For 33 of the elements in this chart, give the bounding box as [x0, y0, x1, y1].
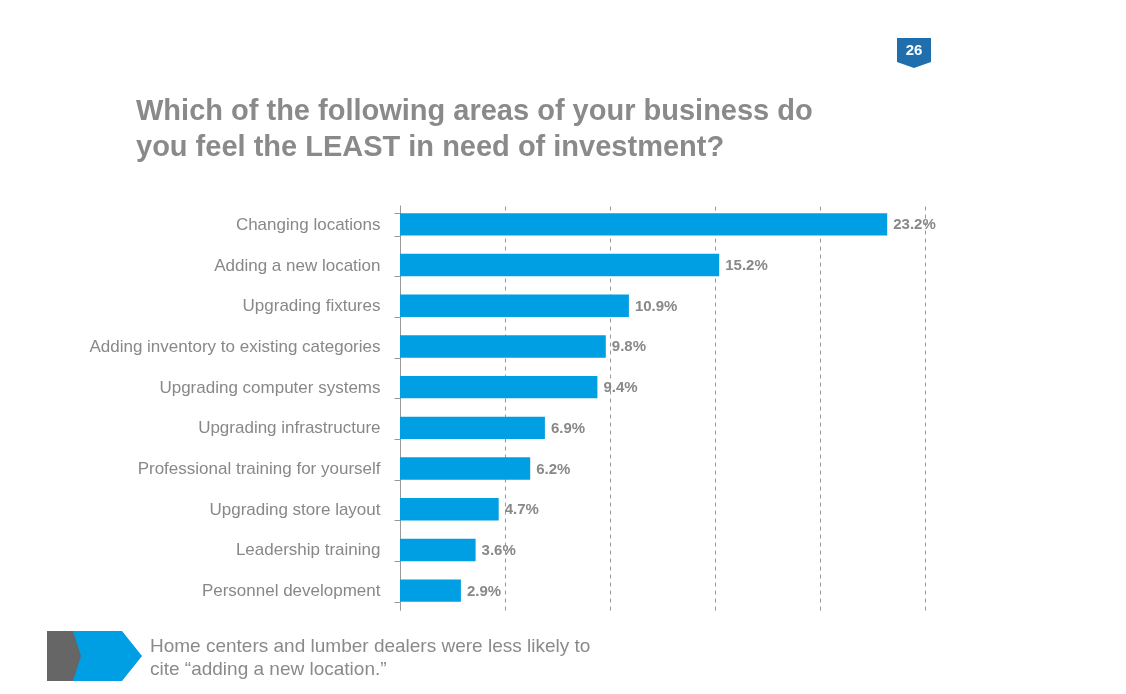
data-label: 23.2% — [893, 215, 936, 233]
data-label: 15.2% — [725, 256, 768, 274]
bar — [400, 335, 606, 358]
data-label: 2.9% — [466, 581, 502, 599]
data-label: 6.9% — [550, 418, 586, 436]
y-tick-label: Changing locations — [235, 214, 381, 234]
data-label: 9.4% — [603, 378, 638, 396]
data-label: 9.8% — [611, 337, 646, 355]
bar — [400, 498, 499, 521]
bar — [400, 538, 476, 562]
data-label: 6.2% — [536, 459, 571, 477]
y-tick-label: Upgrading computer systems — [159, 377, 381, 397]
bar — [400, 375, 598, 399]
text: 26 — [897, 38, 931, 68]
y-tick-label: Adding a new location — [214, 255, 381, 275]
bar — [400, 579, 461, 602]
y-tick-label: Leadership training — [235, 540, 381, 560]
bar — [400, 457, 531, 480]
bar — [400, 253, 720, 277]
text: Home centers and lumber dealers were less likely to cite “adding a new location.” — [150, 634, 592, 680]
bar — [400, 416, 545, 440]
chart-title: Which of the following areas of your business do you feel the LEAST in need of investment? — [136, 93, 814, 164]
y-tick-label: Upgrading fixtures — [242, 296, 381, 316]
bar — [400, 294, 629, 317]
data-label: 4.7% — [504, 500, 539, 518]
y-tick-label: Adding inventory to existing categories — [89, 336, 381, 356]
y-tick-label: Upgrading infrastructure — [198, 418, 381, 438]
data-label: 3.6% — [481, 540, 516, 558]
y-tick-label: Personnel development — [201, 581, 381, 601]
y-tick-label: Professional training for yourself — [137, 459, 381, 479]
bar — [400, 213, 888, 236]
y-tick-label: Upgrading store layout — [209, 499, 381, 519]
data-label: 10.9% — [634, 296, 678, 314]
